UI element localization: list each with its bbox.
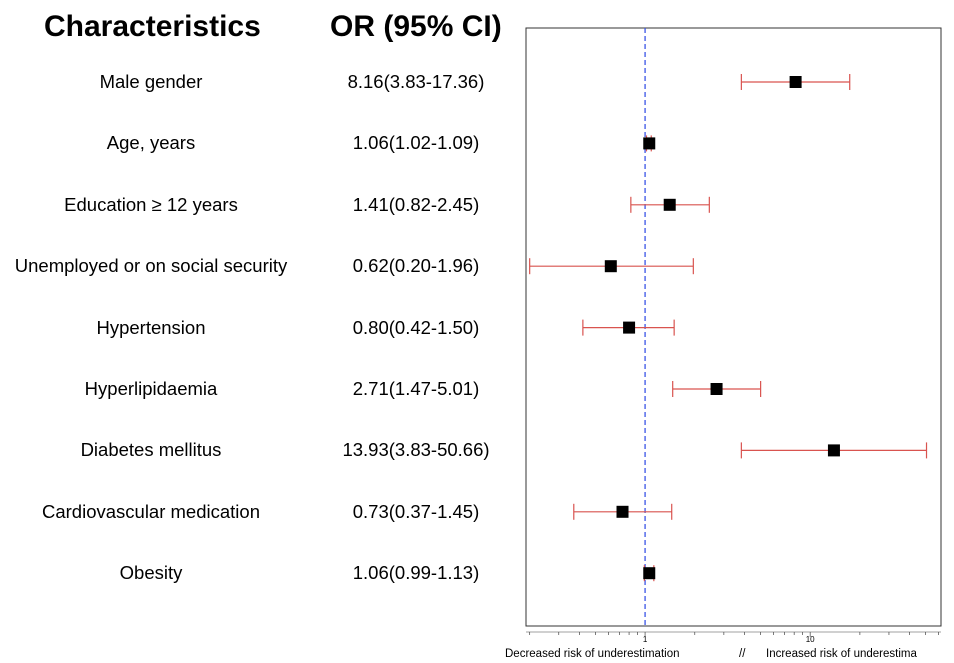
- row-label: Unemployed or on social security: [14, 255, 288, 277]
- row-or-value: 1.06(0.99-1.13): [352, 562, 480, 584]
- characteristics-header: Characteristics: [44, 10, 261, 43]
- or-point: [623, 321, 636, 334]
- or-point: [616, 505, 629, 518]
- row-label: Cardiovascular medication: [42, 500, 260, 522]
- row-or-value: 1.41(0.82-2.45): [352, 193, 480, 215]
- plot-frame: [525, 27, 942, 627]
- or-point: [827, 444, 840, 457]
- row-label: Diabetes mellitus: [80, 439, 222, 461]
- or-point: [710, 383, 723, 395]
- or-point: [789, 76, 802, 88]
- or-header: OR (95% CI): [330, 10, 502, 43]
- x-tick-label: 1: [643, 635, 648, 644]
- row-label: Hyperlipidaemia: [84, 378, 218, 399]
- row-or-value: 0.62(0.20-1.96): [352, 255, 480, 277]
- row-label: Male gender: [99, 71, 203, 92]
- footer-decreased-risk: Decreased risk of underestimation: [505, 648, 680, 660]
- row-or-value: 0.80(0.42-1.50): [352, 316, 480, 338]
- row-or-value: 13.93(3.83-50.66): [342, 439, 490, 461]
- row-or-value: 1.06(1.02-1.09): [352, 132, 480, 154]
- row-label: Hypertension: [96, 316, 206, 338]
- or-point: [604, 260, 617, 273]
- row-label: Education ≥ 12 years: [64, 193, 238, 215]
- x-tick-label: 10: [806, 635, 815, 644]
- footer-increased-risk: Increased risk of underestima: [766, 648, 917, 660]
- row-or-value: 0.73(0.37-1.45): [352, 500, 480, 522]
- footer-separator: //: [739, 648, 746, 660]
- row-or-value: 2.71(1.47-5.01): [352, 378, 480, 399]
- row-or-value: 8.16(3.83-17.36): [347, 71, 485, 92]
- or-point: [643, 567, 656, 580]
- row-label: Age, years: [106, 132, 196, 154]
- row-label: Obesity: [119, 562, 183, 584]
- or-point: [643, 137, 656, 150]
- or-point: [663, 198, 676, 211]
